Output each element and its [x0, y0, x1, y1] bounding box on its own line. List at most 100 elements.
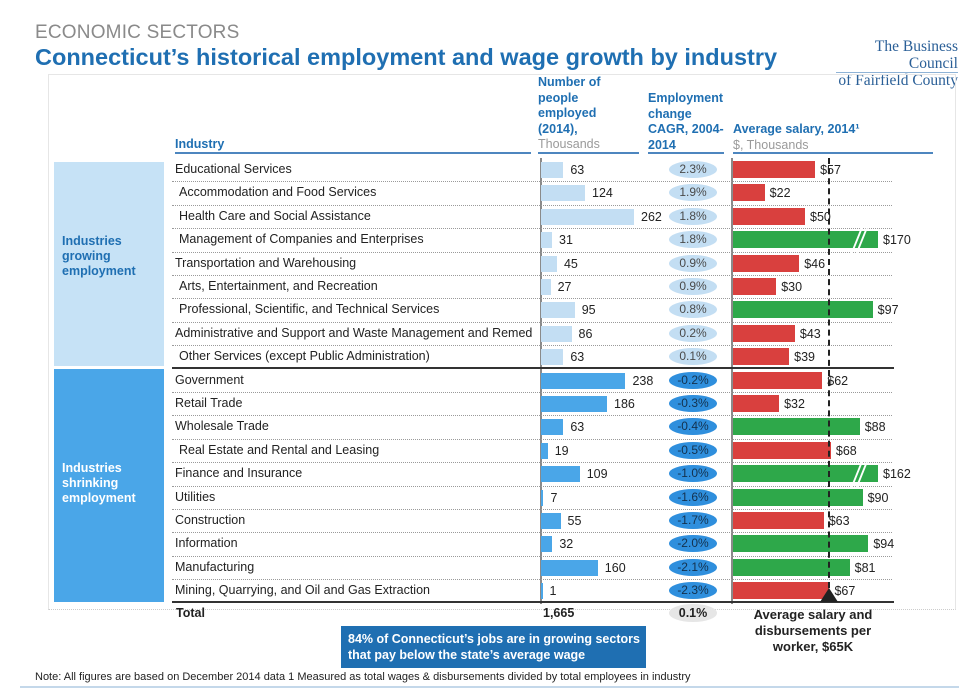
industry-label: Retail Trade: [175, 396, 243, 410]
cagr-badge: 0.8%: [669, 301, 717, 319]
salary-bar-above-average: [733, 558, 850, 576]
row-divider: [172, 181, 892, 183]
average-salary-arrow-icon: [820, 588, 838, 602]
salary-value: $50: [810, 209, 831, 224]
salary-value: $32: [784, 397, 805, 411]
row-divider: [172, 532, 892, 534]
salary-value: $170: [883, 233, 911, 248]
industry-label: Construction: [175, 513, 246, 527]
salary-value: $90: [867, 490, 889, 505]
employment-bar: [541, 162, 564, 178]
salary-bar-above-average: [733, 231, 878, 249]
group-separator: [172, 367, 894, 369]
header-salary-rule: [733, 152, 933, 154]
salary-bar-below-average: [733, 348, 790, 366]
total-employed: 1,665: [543, 606, 575, 620]
header-salary-unit: $, Thousands: [733, 137, 809, 152]
industry-label: Other Services (except Public Administra…: [179, 349, 430, 364]
employment-bar: [541, 466, 580, 483]
employment-value: 63: [570, 420, 585, 435]
average-salary-note: Average salary and disbursements per wor…: [753, 607, 873, 654]
industry-label: Utilities: [175, 489, 216, 504]
row-divider: [172, 345, 892, 347]
total-separator: [172, 601, 894, 603]
salary-value: $88: [864, 420, 886, 435]
header-employed: Number of people employed (2014), Thousa…: [538, 75, 618, 153]
salary-bar-above-average: [733, 488, 863, 506]
row-divider: [172, 415, 892, 417]
cagr-badge: 1.9%: [669, 184, 717, 202]
industry-label: Real Estate and Rental and Leasing: [179, 442, 380, 457]
employment-value: 109: [586, 467, 608, 482]
employment-bar: [541, 325, 572, 342]
salary-value: $67: [834, 584, 856, 599]
employment-bar: [541, 372, 626, 389]
employment-value: 95: [581, 303, 596, 318]
employment-bar: [541, 419, 564, 436]
industry-label: Mining, Quarrying, and Oil and Gas Extra…: [175, 583, 430, 598]
cagr-badge: -1.6%: [669, 488, 717, 506]
header-industry-rule: [175, 152, 531, 154]
salary-value: $162: [883, 467, 911, 482]
row-divider: [172, 462, 892, 464]
salary-bar-below-average: [733, 184, 765, 202]
row-divider: [172, 509, 892, 510]
industry-label: Finance and Insurance: [175, 466, 303, 481]
salary-bar-below-average: [733, 207, 805, 225]
footnote: Note: All figures are based on December …: [35, 671, 691, 683]
brand-line-2: of Fairfield County: [838, 72, 958, 89]
header-employed-rule: [538, 152, 639, 154]
employment-value: 1: [549, 584, 557, 599]
row-divider: [172, 392, 892, 393]
employment-value: 31: [559, 233, 573, 248]
salary-axis: [731, 158, 733, 604]
salary-bar-below-average: [733, 512, 824, 529]
employment-value: 160: [604, 560, 626, 575]
employment-bar: [541, 559, 598, 576]
salary-bar-below-average: [733, 161, 816, 178]
cagr-badge: -2.1%: [669, 558, 717, 576]
employment-value: 262: [641, 209, 662, 224]
industry-label: Arts, Entertainment, and Recreation: [179, 279, 378, 293]
employment-bar: [541, 232, 552, 249]
industry-label: Educational Services: [175, 162, 292, 176]
industry-label: Accommodation and Food Services: [179, 185, 377, 200]
salary-value: $97: [877, 303, 899, 318]
salary-bar-below-average: [733, 395, 780, 412]
cagr-badge: -1.7%: [669, 512, 717, 529]
header-salary-label: Average salary, 2014¹: [733, 122, 860, 136]
cagr-badge: 0.2%: [669, 324, 717, 342]
salary-bar-below-average: [733, 582, 830, 600]
cagr-badge: 1.8%: [669, 207, 717, 225]
chart-frame: [48, 74, 956, 610]
supertitle: ECONOMIC SECTORS: [35, 22, 240, 43]
salary-bar-below-average: [733, 441, 831, 459]
employment-bar: [541, 255, 557, 272]
cagr-badge: 0.9%: [669, 254, 717, 272]
industry-label: Professional, Scientific, and Technical …: [179, 302, 440, 317]
group-shrinking: Industries shrinking employment: [54, 369, 164, 602]
employment-bar: [541, 396, 608, 412]
salary-value: $57: [820, 163, 841, 177]
employment-bar: [541, 349, 564, 366]
average-salary-line: [828, 158, 830, 588]
row-divider: [172, 321, 892, 323]
employment-bar: [541, 279, 551, 295]
employment-bar: [541, 442, 548, 459]
chart-title: Connecticut’s historical employment and …: [35, 44, 778, 70]
employment-bar: [541, 489, 544, 506]
header-salary: Average salary, 2014¹ $, Thousands: [733, 122, 933, 153]
total-cagr: 0.1%: [669, 604, 717, 622]
header-industry: Industry: [175, 137, 225, 151]
salary-value: $94: [873, 537, 895, 552]
salary-bar-below-average: [733, 324, 795, 342]
salary-bar-above-average: [733, 301, 873, 319]
cagr-badge: -0.2%: [669, 371, 717, 389]
salary-value: $46: [804, 256, 826, 271]
callout-box: 84% of Connecticut’s jobs are in growing…: [341, 626, 646, 668]
header-cagr: Employment change CAGR, 2004-2014: [648, 91, 724, 152]
row-divider: [172, 275, 892, 276]
employment-value: 45: [563, 256, 578, 271]
cagr-badge: -0.3%: [669, 395, 717, 412]
row-divider: [172, 438, 892, 440]
